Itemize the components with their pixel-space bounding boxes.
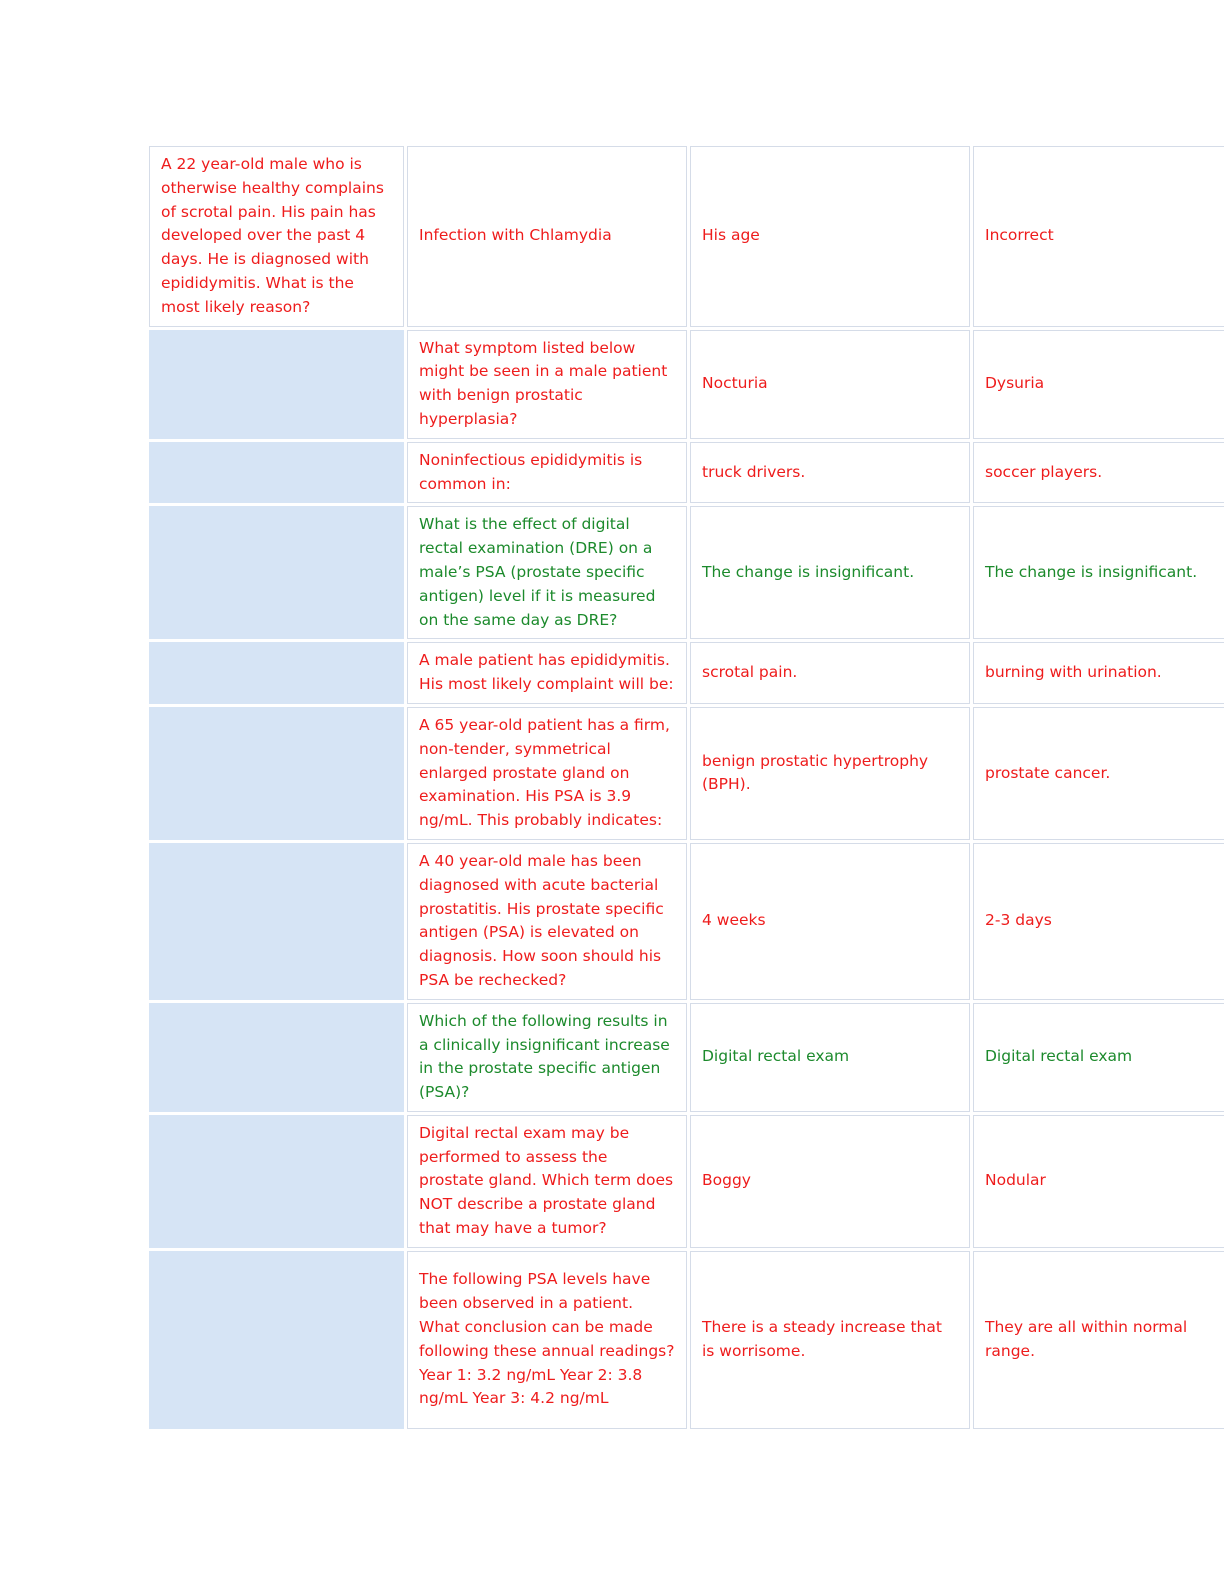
- context-cell: [149, 1114, 404, 1248]
- question-cell: Which of the following results in a clin…: [407, 1002, 687, 1112]
- your-answer-cell: Nocturia: [690, 329, 970, 439]
- context-cell: [149, 441, 404, 504]
- context-cell: [149, 842, 404, 1000]
- correct-answer-cell: The change is insignificant.: [973, 506, 1224, 640]
- context-cell: [149, 506, 404, 640]
- table-row: The following PSA levels have been obser…: [149, 1250, 1224, 1429]
- context-cell: [149, 1250, 404, 1429]
- table-row: Digital rectal exam may be performed to …: [149, 1114, 1224, 1248]
- question-cell: Infection with Chlamydia: [407, 146, 687, 327]
- question-cell: A male patient has epididymitis. His mos…: [407, 642, 687, 704]
- question-cell: A 40 year-old male has been diagnosed wi…: [407, 842, 687, 1000]
- question-cell: What is the effect of digital rectal exa…: [407, 506, 687, 640]
- correct-answer-cell: burning with urination.: [973, 642, 1224, 704]
- correct-answer-cell: Digital rectal exam: [973, 1002, 1224, 1112]
- table-row: A male patient has epididymitis. His mos…: [149, 642, 1224, 704]
- context-cell: [149, 1002, 404, 1112]
- your-answer-cell: Boggy: [690, 1114, 970, 1248]
- your-answer-cell: There is a steady increase that is worri…: [690, 1250, 970, 1429]
- table-row: Noninfectious epididymitis is common in:…: [149, 441, 1224, 504]
- your-answer-cell: 4 weeks: [690, 842, 970, 1000]
- context-cell: [149, 329, 404, 439]
- table-row: Which of the following results in a clin…: [149, 1002, 1224, 1112]
- context-cell: [149, 642, 404, 704]
- correct-answer-cell: Dysuria: [973, 329, 1224, 439]
- context-cell: A 22 year-old male who is otherwise heal…: [149, 146, 404, 327]
- table-row: What symptom listed below might be seen …: [149, 329, 1224, 439]
- correct-answer-cell: soccer players.: [973, 441, 1224, 504]
- your-answer-cell: Digital rectal exam: [690, 1002, 970, 1112]
- correct-answer-cell: They are all within normal range.: [973, 1250, 1224, 1429]
- correct-answer-cell: Incorrect: [973, 146, 1224, 327]
- your-answer-cell: truck drivers.: [690, 441, 970, 504]
- context-cell: [149, 706, 404, 840]
- correct-answer-cell: 2-3 days: [973, 842, 1224, 1000]
- table-row: What is the effect of digital rectal exa…: [149, 506, 1224, 640]
- table-row: A 40 year-old male has been diagnosed wi…: [149, 842, 1224, 1000]
- question-cell: What symptom listed below might be seen …: [407, 329, 687, 439]
- quiz-results-table: A 22 year-old male who is otherwise heal…: [146, 143, 1224, 1432]
- table-row: A 22 year-old male who is otherwise heal…: [149, 146, 1224, 327]
- question-cell: The following PSA levels have been obser…: [407, 1250, 687, 1429]
- question-cell: Digital rectal exam may be performed to …: [407, 1114, 687, 1248]
- your-answer-cell: scrotal pain.: [690, 642, 970, 704]
- question-cell: A 65 year-old patient has a firm, non-te…: [407, 706, 687, 840]
- correct-answer-cell: prostate cancer.: [973, 706, 1224, 840]
- your-answer-cell: His age: [690, 146, 970, 327]
- your-answer-cell: benign prostatic hypertrophy (BPH).: [690, 706, 970, 840]
- correct-answer-cell: Nodular: [973, 1114, 1224, 1248]
- table-row: A 65 year-old patient has a firm, non-te…: [149, 706, 1224, 840]
- your-answer-cell: The change is insignificant.: [690, 506, 970, 640]
- question-cell: Noninfectious epididymitis is common in:: [407, 441, 687, 504]
